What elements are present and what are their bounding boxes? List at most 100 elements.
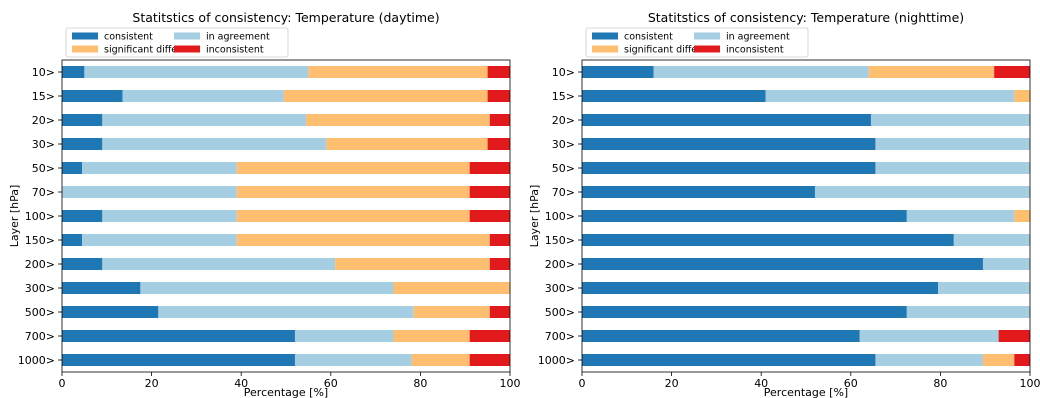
- x-tick-label: 0: [59, 377, 66, 390]
- bar-segment: [82, 162, 237, 174]
- legend-label: inconsistent: [206, 45, 264, 56]
- x-axis-label: Percentage [%]: [244, 386, 328, 398]
- legend-swatch: [72, 45, 98, 53]
- bar-segment: [489, 306, 510, 318]
- x-tick-label: 80: [933, 377, 947, 390]
- bar-segment: [489, 114, 510, 126]
- bar-segment: [868, 66, 995, 78]
- legend-frame: [585, 27, 809, 58]
- chart-title: Statitstics of consistency: Temperature …: [132, 10, 439, 25]
- legend-swatch: [694, 32, 720, 40]
- x-tick-label: 100: [1020, 377, 1040, 390]
- bar-segment: [582, 234, 954, 246]
- bar-segment: [236, 210, 470, 222]
- legend-swatch: [592, 45, 618, 53]
- bar-segment: [393, 282, 510, 294]
- x-tick-label: 40: [234, 377, 248, 390]
- legend-label: inconsistent: [726, 45, 784, 56]
- bar-segment: [469, 210, 510, 222]
- x-axis-label: Percentage [%]: [764, 386, 848, 398]
- legend-label: consistent: [104, 32, 153, 43]
- bar-segment: [582, 306, 907, 318]
- bar-segment: [906, 306, 1030, 318]
- legend-swatch: [174, 32, 200, 40]
- bar-segment: [938, 282, 1030, 294]
- bar-segment: [653, 66, 869, 78]
- bar-segment: [62, 66, 85, 78]
- bar-segment: [102, 138, 327, 150]
- bar-segment: [62, 282, 141, 294]
- y-tick-label: 70>: [32, 186, 55, 199]
- bar-segment: [487, 138, 510, 150]
- bar-segment: [469, 330, 510, 342]
- bar-segment: [122, 90, 284, 102]
- legend: consistent in agreement significant differ…: [65, 27, 289, 58]
- bar-segment: [469, 162, 510, 174]
- bar-segment: [326, 138, 488, 150]
- bar-segment: [102, 210, 237, 222]
- bar-segment: [487, 66, 510, 78]
- chart-daytime: 10> 15> 20> 30> 50> 70> 100> 150> 200> 300> 500> 70…: [8, 10, 521, 398]
- y-axis-label: Layer [hPa]: [8, 185, 21, 248]
- y-tick-label: 500>: [25, 306, 55, 319]
- bar-segment: [582, 114, 871, 126]
- y-tick-label: 10>: [552, 66, 575, 79]
- bar-segment: [875, 354, 983, 366]
- y-tick-label: 200>: [25, 258, 55, 271]
- bar-segment: [859, 330, 999, 342]
- bar-segment: [1014, 210, 1030, 222]
- bar-segment: [998, 330, 1030, 342]
- bar-segment: [62, 330, 295, 342]
- bar-segment: [294, 354, 412, 366]
- bar-segment: [582, 354, 876, 366]
- bar-segment: [582, 162, 876, 174]
- x-tick-label: 60: [844, 377, 858, 390]
- y-tick-label: 300>: [545, 282, 575, 295]
- bar-segment: [582, 210, 907, 222]
- x-tick-label: 60: [324, 377, 338, 390]
- legend-label: in agreement: [206, 32, 270, 43]
- bar-segment: [84, 66, 309, 78]
- axes-frame: [61, 59, 511, 373]
- bar-segment: [393, 330, 470, 342]
- axes-frame: [581, 59, 1031, 373]
- legend-label: in agreement: [726, 32, 790, 43]
- y-tick-label: 700>: [25, 330, 55, 343]
- bar-segment: [875, 162, 1030, 174]
- bar-segment: [582, 258, 983, 270]
- bar-segment: [62, 354, 295, 366]
- bar-segment: [469, 186, 510, 198]
- y-tick-label: 1000>: [18, 354, 55, 367]
- bar-segment: [294, 330, 394, 342]
- bar-segment: [102, 258, 336, 270]
- bar-segment: [582, 66, 654, 78]
- bar-segment: [158, 306, 414, 318]
- bar-segment: [765, 90, 1015, 102]
- bar-segment: [62, 234, 83, 246]
- y-tick-label: 500>: [545, 306, 575, 319]
- legend-swatch: [592, 32, 618, 40]
- legend-frame: [65, 27, 289, 58]
- y-tick-label: 150>: [25, 234, 55, 247]
- bar-segment: [283, 90, 488, 102]
- bar-segment: [487, 90, 510, 102]
- y-tick-label: 1000>: [538, 354, 575, 367]
- x-tick-label: 80: [413, 377, 427, 390]
- legend-swatch: [174, 45, 200, 53]
- bar-segment: [102, 114, 307, 126]
- bar-segment: [489, 258, 510, 270]
- chart-title: Statitstics of consistency: Temperature …: [648, 10, 964, 25]
- y-tick-label: 100>: [25, 210, 55, 223]
- y-tick-label: 100>: [545, 210, 575, 223]
- legend-swatch: [72, 32, 98, 40]
- y-axis-label: Layer [hPa]: [528, 185, 541, 248]
- x-tick-label: 20: [665, 377, 679, 390]
- y-tick-label: 20>: [552, 114, 575, 127]
- legend: consistent in agreement significant differ…: [585, 27, 809, 58]
- bar-segment: [236, 186, 470, 198]
- bar-segment: [582, 282, 939, 294]
- bar-segment: [814, 186, 1030, 198]
- bar-segment: [306, 114, 490, 126]
- bar-segment: [62, 90, 123, 102]
- y-tick-label: 50>: [32, 162, 55, 175]
